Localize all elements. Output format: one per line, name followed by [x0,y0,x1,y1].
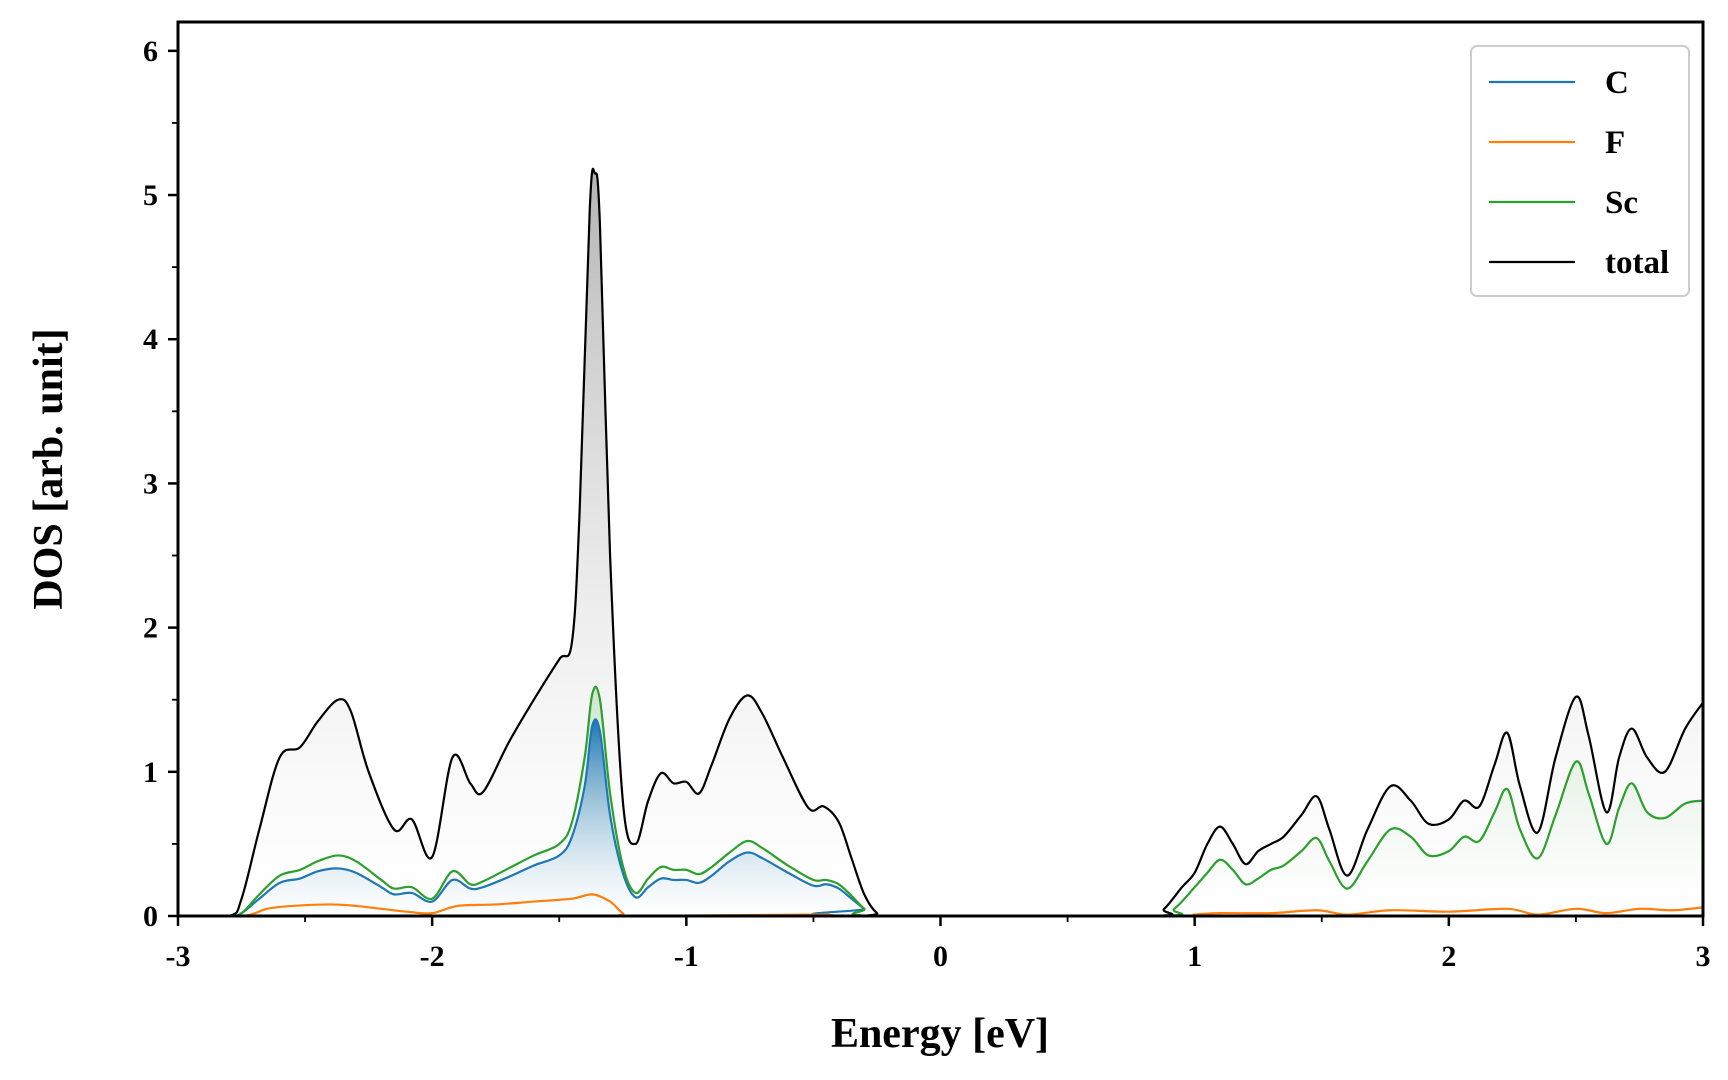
fill-total [178,168,1703,916]
legend-label-c: C [1605,65,1629,101]
legend-label-total: total [1605,245,1669,281]
fill-c [178,719,1703,916]
series-line-sc [178,685,1703,916]
y-tick-label: 6 [143,35,158,68]
legend-label-f: F [1605,125,1625,161]
x-tick-label: 0 [933,940,948,973]
y-tick-label: 2 [143,612,158,645]
legend-label-sc: Sc [1605,185,1638,221]
x-tick-label: 1 [1187,940,1202,973]
y-tick-label: 1 [143,756,158,789]
x-tick-label: 3 [1696,940,1711,973]
series-line-total [178,167,1703,916]
y-tick-label: 4 [143,323,158,356]
x-tick-label: -1 [674,940,699,973]
y-axis-label: DOS [arb. unit] [26,328,72,609]
x-tick-label: -3 [166,940,191,973]
y-tick-label: 5 [143,179,158,212]
x-tick-label: 2 [1441,940,1456,973]
series-line-c [178,718,1703,916]
series-fills [178,168,1703,916]
legend-box [1470,45,1690,297]
y-axis: 0 1 2 3 4 5 6 [143,35,178,933]
legend: CF Sc total [1470,45,1690,297]
y-tick-label: 0 [143,900,158,933]
x-tick-label: -2 [420,940,445,973]
series-lines [178,167,1703,916]
x-axis-label: Energy [eV] [831,1011,1049,1057]
y-tick-label: 3 [143,467,158,500]
x-axis: -3 -2 -1 0 1 2 3 [166,916,1711,973]
